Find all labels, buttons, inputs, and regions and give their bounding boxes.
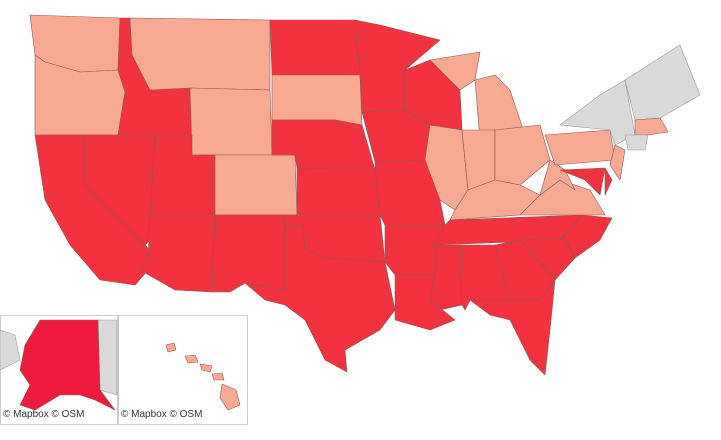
state [494, 124, 551, 186]
state [165, 342, 177, 353]
state [429, 51, 481, 91]
state [244, 224, 396, 373]
state [211, 372, 225, 381]
state [271, 74, 363, 126]
alaska-inset: © Mapbox © OSM [0, 315, 118, 425]
state [469, 279, 556, 376]
state [189, 87, 273, 156]
state [461, 129, 496, 191]
state [544, 129, 616, 166]
state [449, 179, 541, 221]
states [29, 14, 701, 376]
state [609, 144, 626, 181]
state [559, 167, 606, 196]
land [97, 319, 118, 396]
state [539, 159, 576, 196]
attribution: © Mapbox © OSM [121, 409, 202, 420]
state [624, 44, 701, 121]
state [624, 134, 649, 151]
state [139, 214, 216, 293]
state [129, 17, 271, 91]
attribution: © Mapbox © OSM [3, 409, 84, 420]
state [219, 383, 241, 411]
state [604, 167, 613, 196]
state [296, 167, 381, 216]
state [429, 244, 463, 311]
state [211, 214, 286, 293]
state [184, 354, 199, 364]
hawaii-inset: © Mapbox © OSM [118, 315, 248, 425]
land [0, 329, 21, 371]
state [214, 154, 298, 216]
state [19, 319, 116, 411]
state [269, 19, 361, 76]
state [634, 117, 669, 136]
state [199, 363, 213, 373]
